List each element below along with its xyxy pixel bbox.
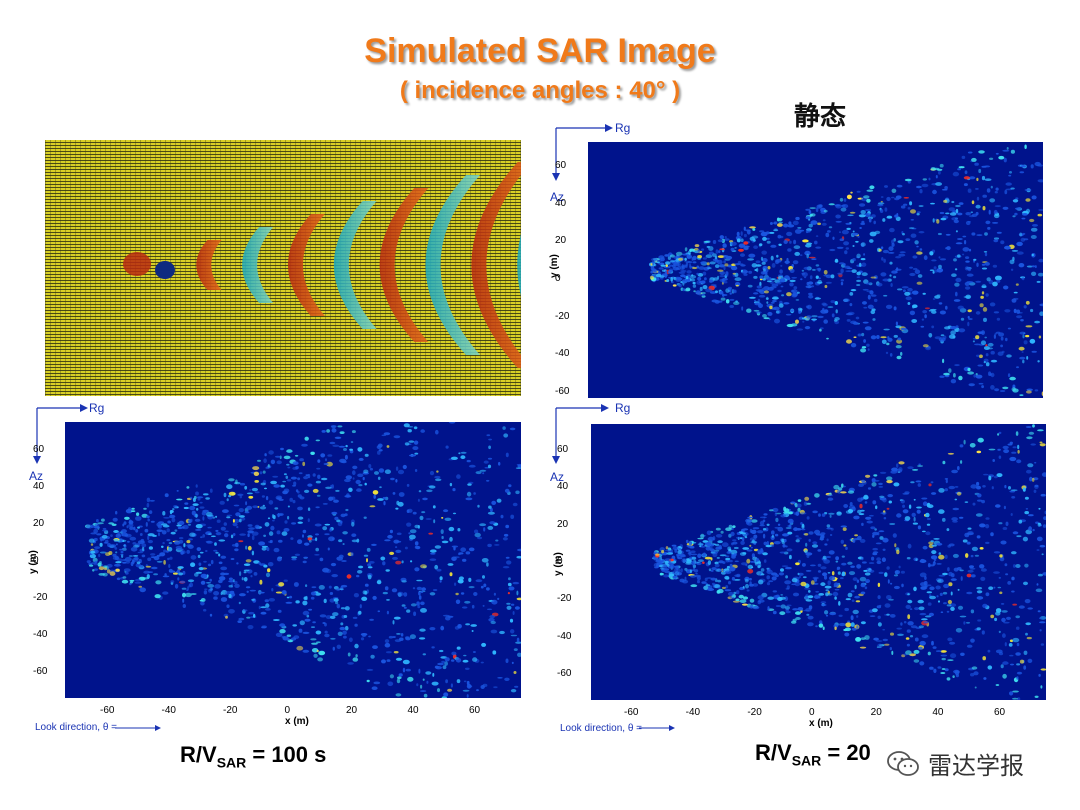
sar-plot-rv100 xyxy=(65,422,521,698)
wake-chevron xyxy=(379,188,429,342)
x-tick-label: 40 xyxy=(407,705,419,716)
static-label: 静态 xyxy=(794,102,847,132)
y-tick-label: 20 xyxy=(557,518,569,530)
y-tick-label: -20 xyxy=(557,593,572,605)
y-tick-label: -60 xyxy=(33,666,48,677)
panel-static: Rg Az y (m) 60 40 20 0 -20 -40 -60 xyxy=(535,118,1055,408)
x-tick-label: -20 xyxy=(747,707,762,718)
x-tick-label: 20 xyxy=(870,707,882,718)
y-tick-label: 60 xyxy=(557,444,569,455)
wake-chevrons xyxy=(196,162,521,368)
range-label: Rg xyxy=(615,401,631,415)
azimuth-label: Az xyxy=(550,190,565,204)
x-tick-label: 40 xyxy=(932,707,944,718)
rv-subscript: SAR xyxy=(216,754,247,771)
panel-rv100: Rg Az y (m) x (m) Look direction, θ = 40… xyxy=(25,398,535,743)
x-tick-label: -20 xyxy=(223,705,238,716)
y-tick-label: 40 xyxy=(555,197,567,209)
rv-label-20: R/VSAR = 20 xyxy=(755,740,871,768)
y-tick-label: -60 xyxy=(555,386,570,397)
rv-subscript: SAR xyxy=(791,752,822,769)
look-direction-label: Look direction, θ = 40° xyxy=(35,722,119,733)
x-axis-label: x (m) xyxy=(809,718,833,729)
sar-image-rv100 xyxy=(85,422,521,698)
x-tick-label: 0 xyxy=(809,707,815,718)
y-tick-label: 60 xyxy=(33,444,45,455)
panel-rv20: Rg Az y (m) x (m) Look direction, θ = 40… xyxy=(535,398,1055,743)
watermark: 雷达学报 xyxy=(880,742,1030,785)
wechat-icon xyxy=(887,750,919,776)
wake-chevron xyxy=(333,201,377,329)
wake-chevron xyxy=(242,227,274,303)
axis-arrows xyxy=(552,124,613,181)
watermark-text: 雷达学报 xyxy=(928,752,1024,780)
range-label: Rg xyxy=(615,121,631,135)
y-tick-label: 60 xyxy=(555,160,567,171)
x-tick-label: -40 xyxy=(161,705,176,716)
axis-arrows xyxy=(552,404,675,731)
wake-surface-graphic xyxy=(45,140,521,396)
y-tick-label: -60 xyxy=(557,668,572,679)
y-tick-label: 0 xyxy=(33,555,39,566)
page-title: Simulated SAR Image xyxy=(364,32,716,70)
x-tick-label: 0 xyxy=(284,705,291,716)
y-tick-label: -20 xyxy=(555,310,570,322)
rv-value: = 20 xyxy=(821,740,871,765)
y-tick-label: 40 xyxy=(557,481,569,493)
y-tick-label: 20 xyxy=(33,518,45,529)
x-tick-label: 60 xyxy=(994,707,1006,718)
sar-plot-rv20 xyxy=(591,424,1046,700)
x-tick-label: -40 xyxy=(685,707,701,718)
rv-prefix: R/V xyxy=(180,742,217,767)
y-tick-label: 0 xyxy=(555,273,561,284)
x-tick-label: 20 xyxy=(346,705,358,716)
wake-chevron xyxy=(287,214,325,316)
rv-value: = 100 s xyxy=(246,742,327,767)
azimuth-label: Az xyxy=(550,470,565,484)
axis-arrows xyxy=(33,404,161,731)
rv-label-100: R/VSAR = 100 s xyxy=(180,742,326,770)
x-tick-label: -60 xyxy=(100,705,115,716)
y-tick-label: 0 xyxy=(557,556,563,567)
wake-chevron xyxy=(196,240,222,290)
y-tick-label: -40 xyxy=(33,629,48,640)
wake-chevron xyxy=(471,162,521,368)
y-tick-label: -40 xyxy=(555,348,570,360)
range-label: Rg xyxy=(89,401,105,415)
sar-image-rv20 xyxy=(652,424,1046,700)
rv-prefix: R/V xyxy=(755,740,792,765)
y-tick-label: -20 xyxy=(33,592,48,603)
y-tick-label: 40 xyxy=(33,481,45,492)
x-tick-label: -60 xyxy=(624,707,639,718)
page-subtitle: ( incidence angles : 40° ) xyxy=(399,77,681,104)
wake-chevron xyxy=(425,175,480,355)
x-tick-label: 60 xyxy=(469,705,481,716)
y-tick-label: -40 xyxy=(557,630,572,642)
x-axis-label: x (m) xyxy=(285,716,309,727)
wake-chevron xyxy=(517,234,521,296)
azimuth-label: Az xyxy=(29,469,44,483)
y-tick-label: 20 xyxy=(555,235,567,247)
sar-image-static xyxy=(648,144,1043,396)
sar-plot-static xyxy=(588,142,1043,398)
look-direction-label: Look direction, θ = 40° xyxy=(560,723,644,734)
wake-surface-image xyxy=(45,140,521,396)
